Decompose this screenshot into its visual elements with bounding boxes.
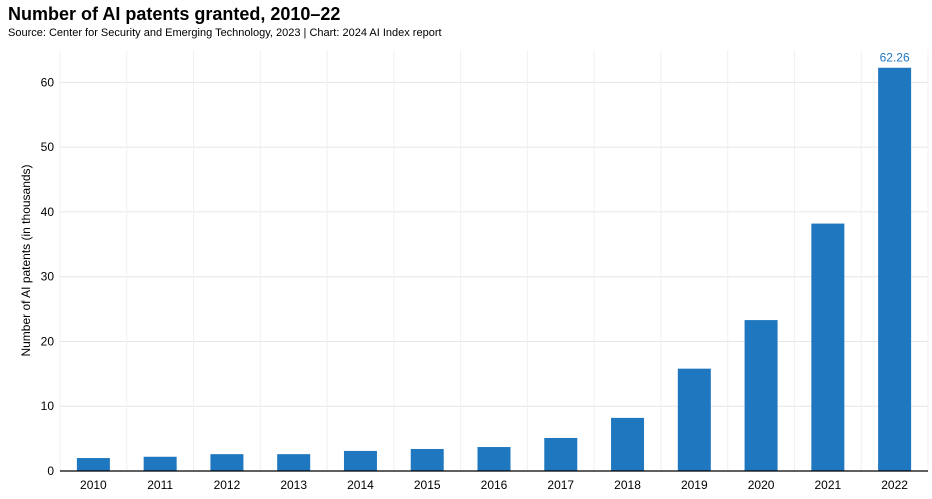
x-tick-label: 2018 (614, 478, 641, 492)
y-tick-label: 30 (41, 270, 55, 284)
x-tick-label: 2011 (147, 478, 173, 492)
bar-2012 (210, 454, 244, 471)
y-tick-label: 60 (41, 75, 55, 89)
x-tick-label: 2022 (881, 478, 908, 492)
data-label: 62.26 (880, 51, 910, 65)
bar-2013 (277, 454, 311, 471)
bar-2019 (677, 368, 711, 471)
bar-2015 (410, 448, 444, 471)
chart-title: Number of AI patents granted, 2010–22 (8, 4, 341, 24)
x-tick-label: 2017 (547, 478, 574, 492)
x-tick-label: 2013 (280, 478, 307, 492)
chart-subtitle: Source: Center for Security and Emerging… (8, 27, 442, 39)
x-tick-label: 2010 (80, 478, 107, 492)
y-tick-label: 50 (41, 140, 55, 154)
bar-2011 (143, 456, 177, 471)
y-axis-label: Number of AI patents (in thousands) (19, 164, 33, 356)
bar-2014 (343, 450, 377, 471)
bar-2018 (611, 417, 645, 471)
y-tick-label: 20 (41, 334, 55, 348)
x-tick-label: 2016 (481, 478, 508, 492)
bar-2017 (544, 437, 578, 471)
bar-2022 (878, 67, 912, 472)
bar-2021 (811, 223, 845, 471)
bar-2010 (76, 458, 110, 471)
x-tick-label: 2012 (214, 478, 241, 492)
bar-2020 (744, 320, 778, 471)
x-tick-label: 2014 (347, 478, 374, 492)
x-tick-label: 2020 (748, 478, 775, 492)
x-tick-label: 2015 (414, 478, 441, 492)
x-tick-label: 2021 (814, 478, 841, 492)
y-tick-label: 40 (41, 205, 55, 219)
y-tick-label: 0 (47, 464, 54, 478)
y-tick-label: 10 (41, 399, 55, 413)
x-tick-label: 2019 (681, 478, 708, 492)
bar-2016 (477, 447, 511, 471)
